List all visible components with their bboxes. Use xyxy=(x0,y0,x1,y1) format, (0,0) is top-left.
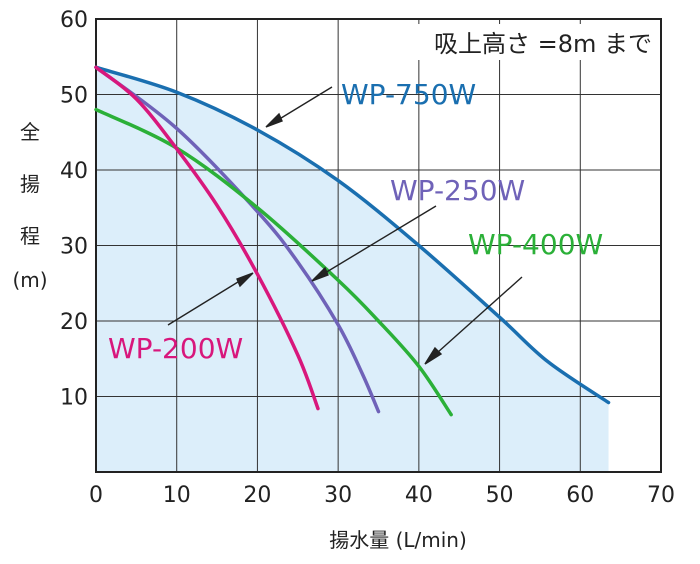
series-line-wp-750w xyxy=(94,65,611,405)
arrow-wp200 xyxy=(167,273,252,326)
y-tick-label: 10 xyxy=(60,386,88,411)
series-line-wp-250w xyxy=(94,65,381,414)
annotation-text: 吸上高さ =8m まで xyxy=(434,30,652,58)
x-tick-label: 10 xyxy=(163,483,191,508)
grid xyxy=(96,19,661,472)
series-line-wp-200w xyxy=(94,65,320,411)
x-tick-label: 40 xyxy=(405,483,433,508)
y-tick-label: 50 xyxy=(60,84,88,109)
y-tick-label: 20 xyxy=(60,310,88,335)
x-axis-title: 揚水量 (L/min) xyxy=(329,528,467,552)
series-label-wp200: WP-200W xyxy=(108,332,243,365)
x-tick-label: 50 xyxy=(486,483,514,508)
x-tick-label: 30 xyxy=(324,483,352,508)
series-label-wp750: WP-750W xyxy=(341,78,476,111)
arrow-head-wp400 xyxy=(424,346,443,365)
x-tick-label: 70 xyxy=(647,483,675,508)
y-tick-label: 60 xyxy=(60,8,88,33)
y-axis-title-4: (m) xyxy=(12,268,47,292)
shaded-area xyxy=(96,67,609,472)
arrow-wp250 xyxy=(314,205,437,280)
arrows xyxy=(167,86,523,365)
arrow-wp400 xyxy=(427,276,523,362)
arrow-head-wp200 xyxy=(236,272,254,288)
plot-frame xyxy=(95,18,662,473)
series-label-wp400: WP-400W xyxy=(468,228,603,261)
arrow-head-wp750 xyxy=(265,112,283,128)
x-tick-label: 60 xyxy=(566,483,594,508)
series-label-wp250: WP-250W xyxy=(390,174,525,207)
y-axis-title-1: 全 xyxy=(20,120,40,144)
y-axis-title-3: 程 xyxy=(20,224,40,248)
x-tick-label: 20 xyxy=(243,483,271,508)
y-tick-labels: 10 20 30 40 50 60 xyxy=(60,8,88,411)
annotation-bg xyxy=(384,24,658,60)
y-axis-title-2: 揚 xyxy=(20,172,40,196)
arrow-head-wp250 xyxy=(311,266,329,282)
series-lines xyxy=(94,65,611,417)
y-tick-label: 30 xyxy=(60,235,88,260)
x-tick-label: 0 xyxy=(89,483,103,508)
x-tick-labels: 0 10 20 30 40 50 60 70 xyxy=(89,483,675,508)
y-tick-label: 40 xyxy=(60,159,88,184)
